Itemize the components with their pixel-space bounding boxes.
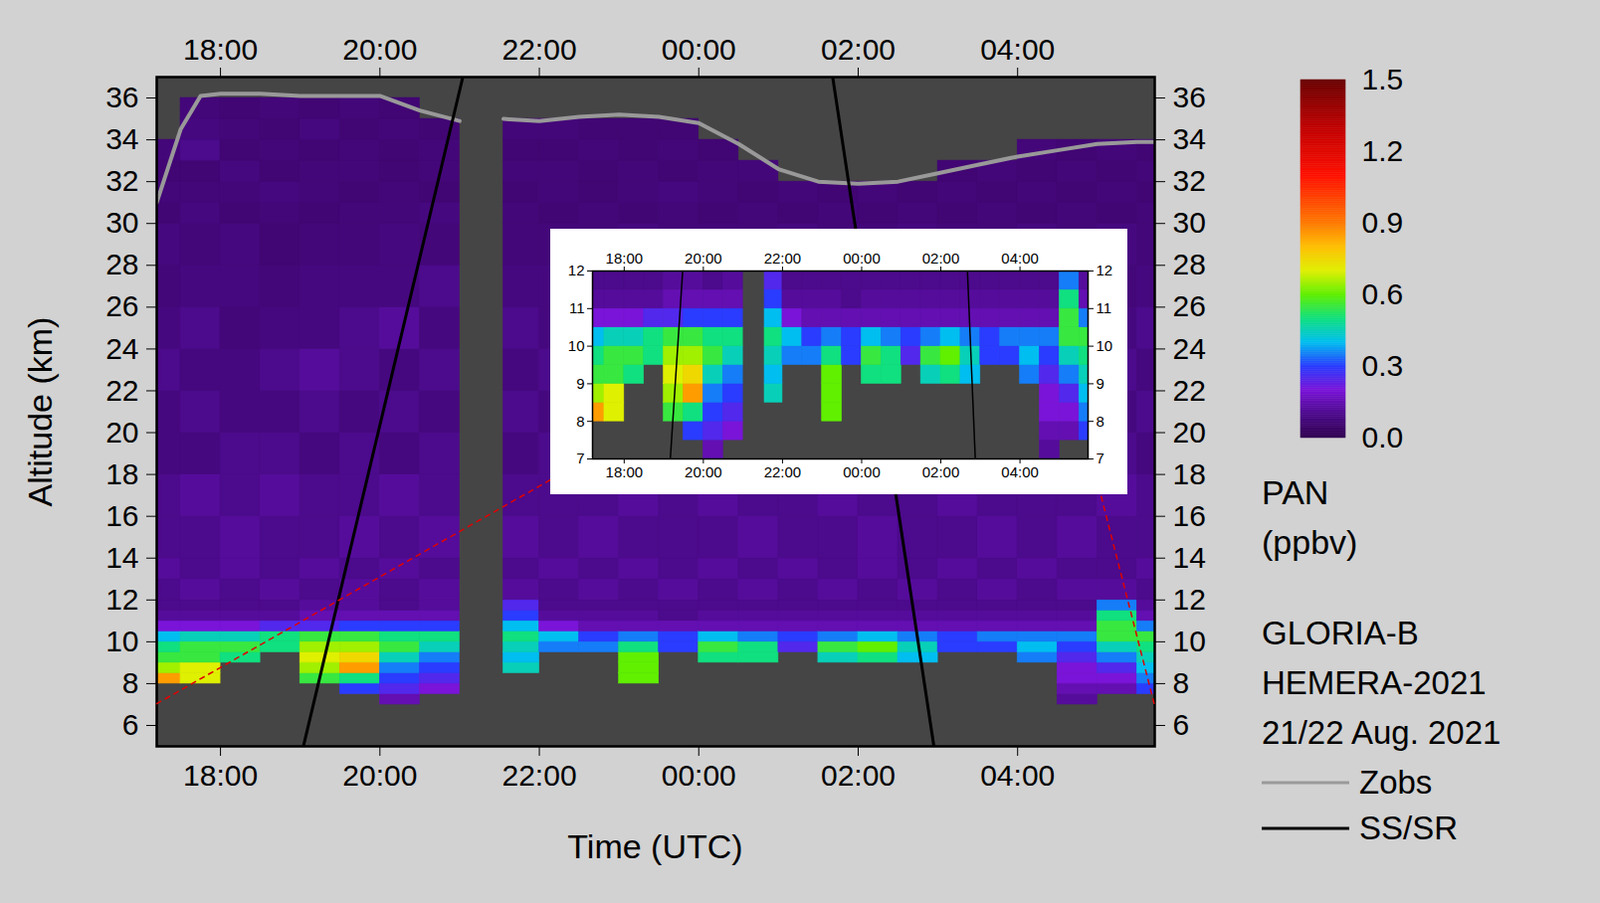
svg-text:04:00: 04:00 (1000, 463, 1039, 481)
svg-text:10: 10 (568, 337, 586, 355)
svg-text:00:00: 00:00 (842, 463, 881, 481)
svg-text:14: 14 (1173, 541, 1206, 575)
svg-text:04:00: 04:00 (1000, 249, 1039, 267)
svg-text:11: 11 (569, 299, 586, 317)
html-text:21/22 Aug. 2021: 21/22 Aug. 2021 (1261, 714, 1501, 752)
svg-text:22:00: 22:00 (764, 249, 802, 267)
svg-text:02:00: 02:00 (922, 249, 961, 267)
svg-text:6: 6 (1173, 708, 1191, 742)
svg-text:26: 26 (1173, 289, 1206, 323)
svg-text:16: 16 (105, 499, 139, 533)
svg-text:34: 34 (1173, 122, 1206, 156)
svg-text:00:00: 00:00 (661, 32, 737, 66)
svg-text:18:00: 18:00 (605, 249, 644, 267)
svg-text:0.6: 0.6 (1362, 277, 1404, 311)
svg-text:02:00: 02:00 (820, 759, 896, 793)
svg-text:10: 10 (1096, 337, 1114, 355)
svg-text:10: 10 (1173, 624, 1206, 658)
svg-text:8: 8 (576, 412, 585, 430)
svg-text:24: 24 (1173, 332, 1206, 366)
svg-text:22: 22 (1173, 374, 1206, 407)
svg-text:22:00: 22:00 (764, 463, 802, 481)
svg-text:6: 6 (122, 708, 140, 742)
svg-text:12: 12 (1173, 583, 1206, 616)
svg-text:20:00: 20:00 (342, 32, 417, 66)
svg-text:20: 20 (105, 415, 139, 449)
svg-text:36: 36 (1173, 80, 1206, 114)
svg-text:24: 24 (105, 332, 139, 366)
svg-text:20:00: 20:00 (342, 759, 417, 793)
svg-text:18:00: 18:00 (605, 463, 644, 481)
svg-text:02:00: 02:00 (820, 32, 896, 66)
svg-text:04:00: 04:00 (980, 759, 1055, 793)
svg-text:26: 26 (105, 289, 139, 323)
svg-text:28: 28 (1173, 247, 1206, 281)
svg-text:00:00: 00:00 (661, 759, 737, 793)
html-text:Zobs: Zobs (1359, 764, 1433, 801)
svg-text:36: 36 (105, 80, 139, 114)
svg-text:14: 14 (105, 541, 139, 575)
svg-text:22:00: 22:00 (501, 32, 577, 66)
svg-text:11: 11 (1096, 299, 1113, 317)
svg-text:30: 30 (1173, 205, 1206, 239)
svg-text:02:00: 02:00 (922, 463, 961, 481)
svg-text:00:00: 00:00 (842, 249, 881, 267)
svg-text:0.0: 0.0 (1362, 420, 1404, 454)
svg-text:0.9: 0.9 (1362, 205, 1404, 239)
html-text:PAN: PAN (1261, 473, 1329, 512)
svg-text:9: 9 (1096, 375, 1105, 393)
svg-text:1.2: 1.2 (1362, 134, 1404, 168)
svg-text:04:00: 04:00 (980, 32, 1055, 66)
svg-text:18: 18 (105, 457, 139, 491)
svg-text:20:00: 20:00 (684, 249, 723, 267)
svg-text:32: 32 (1173, 164, 1206, 198)
svg-text:8: 8 (1173, 666, 1191, 700)
svg-text:22: 22 (105, 374, 139, 407)
svg-text:22:00: 22:00 (501, 759, 577, 793)
svg-text:0.3: 0.3 (1362, 349, 1404, 383)
html-text:(ppbv): (ppbv) (1261, 523, 1358, 562)
svg-text:32: 32 (105, 164, 139, 198)
svg-text:8: 8 (122, 666, 140, 700)
svg-text:20: 20 (1173, 415, 1206, 449)
svg-text:1.5: 1.5 (1362, 62, 1404, 96)
html-text:Altitude (km): Altitude (km) (20, 316, 59, 507)
svg-text:12: 12 (105, 583, 139, 616)
svg-text:7: 7 (1096, 449, 1105, 467)
svg-text:12: 12 (1096, 261, 1114, 279)
svg-text:18: 18 (1173, 457, 1206, 491)
html-text:SS/SR: SS/SR (1359, 809, 1458, 847)
svg-text:7: 7 (576, 449, 585, 467)
svg-text:34: 34 (105, 122, 139, 156)
svg-text:18:00: 18:00 (183, 32, 258, 66)
svg-text:20:00: 20:00 (684, 463, 723, 481)
html-text:HEMERA-2021: HEMERA-2021 (1261, 664, 1487, 702)
svg-text:10: 10 (105, 624, 139, 658)
html-text:GLORIA-B: GLORIA-B (1261, 614, 1419, 652)
svg-text:28: 28 (105, 247, 139, 281)
svg-text:8: 8 (1096, 412, 1105, 430)
svg-text:12: 12 (568, 261, 586, 279)
svg-text:9: 9 (576, 375, 585, 393)
svg-text:30: 30 (105, 205, 139, 239)
svg-text:16: 16 (1173, 499, 1206, 533)
html-text:Time (UTC): Time (UTC) (567, 827, 743, 866)
svg-text:18:00: 18:00 (183, 759, 258, 793)
